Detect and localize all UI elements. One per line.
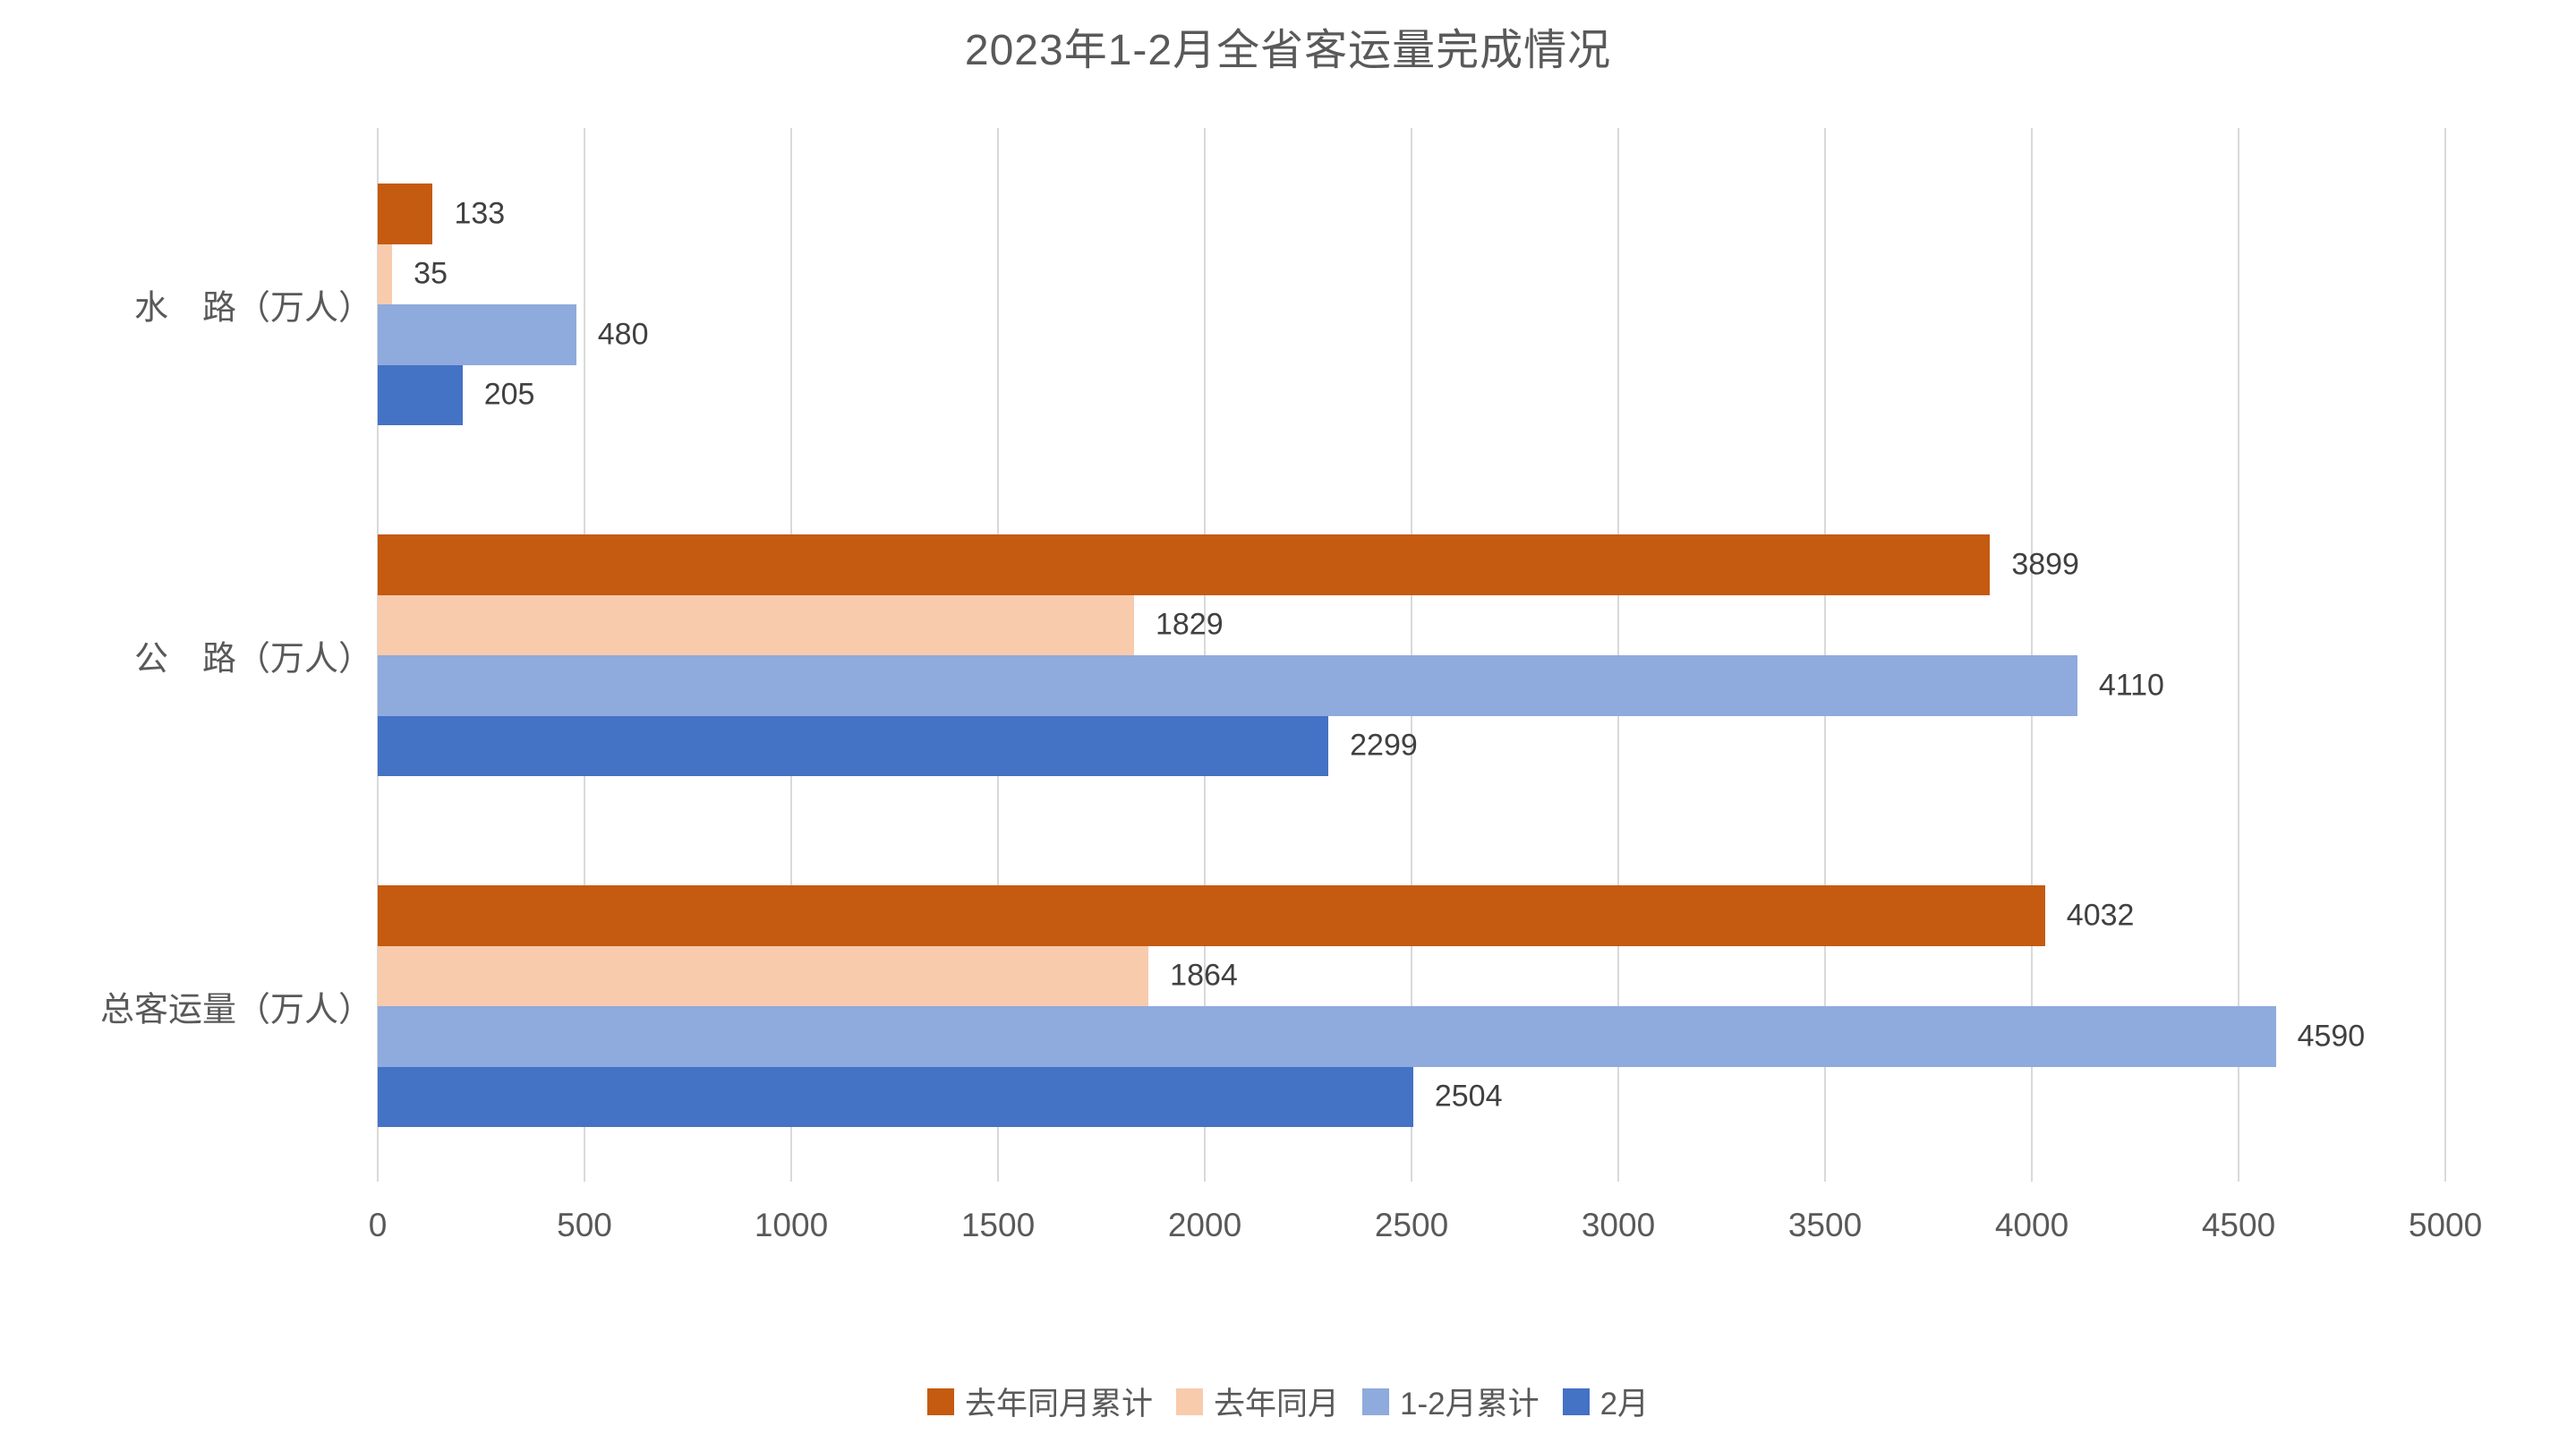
legend-label: 2月 <box>1599 1387 1650 1422</box>
x-tick-label: 2500 <box>1374 1207 1449 1243</box>
gridline <box>2031 128 2033 1182</box>
bar <box>378 364 463 425</box>
bar-row: 1829 <box>378 594 2445 655</box>
category-label: 总客运量（万人） <box>99 991 372 1029</box>
gridline <box>1824 128 1826 1182</box>
legend-item: 去年同月 <box>1175 1379 1339 1424</box>
x-tick-label: 3000 <box>1581 1207 1656 1243</box>
value-label: 205 <box>483 377 535 412</box>
legend-label: 1-2月累计 <box>1399 1387 1540 1422</box>
chart-legend: 去年同月累计 去年同月 1-2月累计 2月 <box>0 1379 2576 1424</box>
value-label: 2504 <box>1434 1079 1503 1114</box>
value-label: 35 <box>414 256 448 291</box>
bar-row: 35 <box>378 243 2445 304</box>
value-label: 2299 <box>1350 728 1418 763</box>
legend-label: 去年同月累计 <box>964 1387 1153 1422</box>
x-tick-label: 4500 <box>2201 1207 2276 1243</box>
x-tick-label: 2000 <box>1167 1207 1242 1243</box>
bar <box>378 655 2077 716</box>
bar <box>378 594 1134 655</box>
legend-label: 去年同月 <box>1213 1387 1339 1422</box>
bar <box>378 945 1149 1006</box>
bar <box>378 715 1329 776</box>
bar-row: 480 <box>378 304 2445 365</box>
value-label: 1864 <box>1170 958 1238 993</box>
x-tick-label: 1500 <box>960 1207 1036 1243</box>
legend-swatch-icon <box>1175 1388 1203 1415</box>
bar <box>378 534 1991 595</box>
legend-swatch-icon <box>926 1388 954 1415</box>
bar-row: 2504 <box>378 1066 2445 1127</box>
bar-group: 133 35 480 205 <box>378 184 2445 425</box>
x-tick-label: 1000 <box>754 1207 829 1243</box>
bar-row: 4032 <box>378 885 2445 946</box>
bar <box>378 885 2045 946</box>
bar <box>378 1066 1413 1127</box>
x-tick-label: 0 <box>368 1207 388 1243</box>
x-tick-label: 4000 <box>1994 1207 2069 1243</box>
bar-row: 2299 <box>378 715 2445 776</box>
gridline <box>1617 128 1619 1182</box>
legend-item: 去年同月累计 <box>926 1379 1153 1424</box>
bar-row: 4590 <box>378 1006 2445 1067</box>
legend-swatch-icon <box>1562 1388 1590 1415</box>
value-label: 480 <box>597 317 649 352</box>
x-tick-label: 500 <box>557 1207 612 1243</box>
value-label: 4590 <box>2297 1019 2366 1054</box>
gridline <box>1204 128 1206 1182</box>
category-label: 公 路（万人） <box>133 640 372 679</box>
plot-area: 133 35 480 205 3899 1829 4110 2299 4032 1864 4590 2… <box>377 128 2446 1182</box>
bar-group: 4032 1864 4590 2504 <box>378 885 2445 1127</box>
bar-row: 1864 <box>378 945 2445 1006</box>
bar-row: 205 <box>378 364 2445 425</box>
bar <box>378 304 576 365</box>
legend-item: 1-2月累计 <box>1361 1379 1540 1424</box>
category-label: 水 路（万人） <box>133 289 372 328</box>
value-label: 1829 <box>1155 607 1224 642</box>
bar-row: 4110 <box>378 655 2445 716</box>
value-label: 3899 <box>2011 547 2079 582</box>
bar <box>378 1006 2276 1067</box>
bar <box>378 184 433 244</box>
value-label: 4110 <box>2098 668 2164 703</box>
x-axis-tick-labels: 0 500 1000 1500 2000 2500 3000 3500 4000 4500 5000 <box>369 1207 2482 1251</box>
chart-title: 2023年1-2月全省客运量完成情况 <box>964 27 1612 74</box>
bar-group: 3899 1829 4110 2299 <box>378 534 2445 776</box>
gridline <box>2444 128 2446 1182</box>
value-label: 4032 <box>2066 898 2135 933</box>
bar-row: 133 <box>378 184 2445 244</box>
bar-row: 3899 <box>378 534 2445 595</box>
bar <box>378 243 393 304</box>
x-tick-label: 5000 <box>2408 1207 2483 1243</box>
legend-swatch-icon <box>1361 1388 1389 1415</box>
gridline <box>1411 128 1412 1182</box>
legend-item: 2月 <box>1562 1379 1650 1424</box>
value-label: 133 <box>454 196 506 231</box>
gridline <box>2238 128 2239 1182</box>
x-tick-label: 3500 <box>1787 1207 1863 1243</box>
